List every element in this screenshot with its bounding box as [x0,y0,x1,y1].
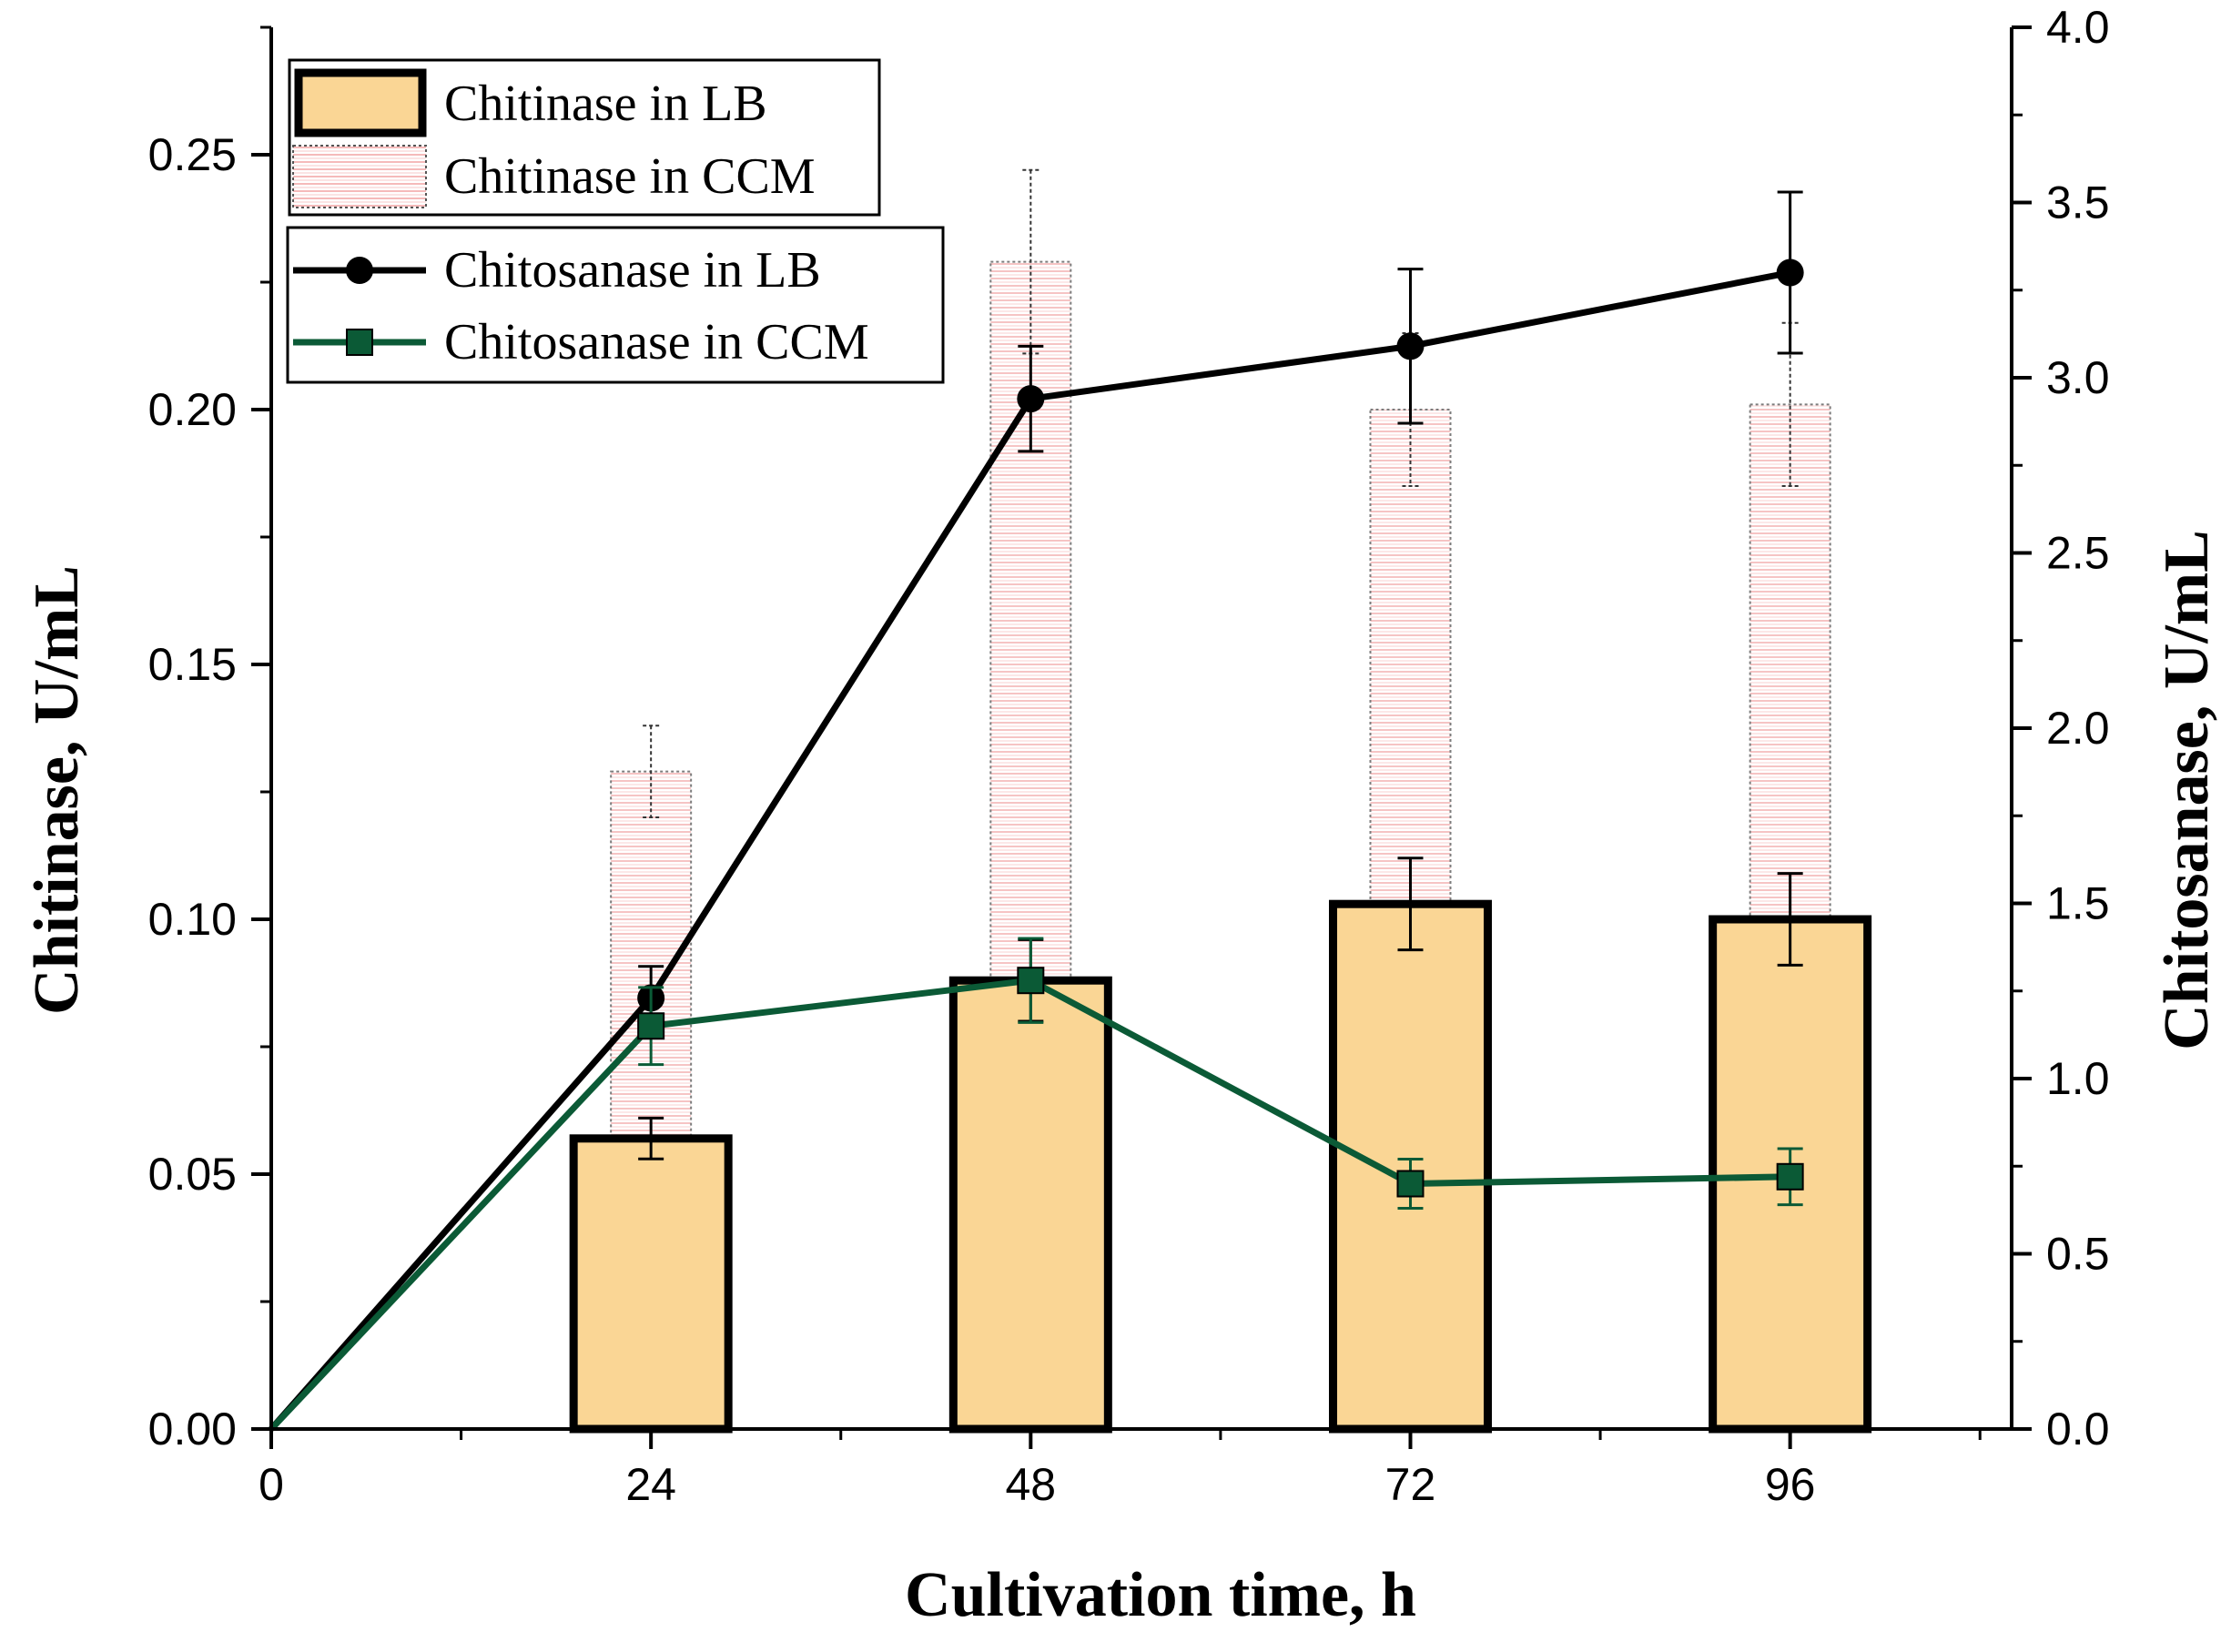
legend-label-chitosanase-lb: Chitosanase in LB [444,242,821,299]
y-left-tick-label: 0.10 [148,894,237,945]
y-right-tick-label: 2.0 [2046,703,2110,754]
y-left-tick-label: 0.20 [148,384,237,435]
x-axis-title: Cultivation time, h [905,1560,1416,1630]
lb-bar-24 [569,1134,733,1434]
legend-marker-chitosanase-ccm [346,329,373,356]
y-right-tick-label: 3.5 [2046,177,2110,228]
chitosanase-ccm-point-48 [1017,967,1045,995]
chitosanase-ccm-point-24 [637,1012,665,1040]
axes-group: 0 24 48 72 96 0.00 0.05 0.10 0.15 0.20 0.25 0.0 0.5 1… [148,2,2110,1510]
y-left-tick-label: 0.15 [148,639,237,690]
line-series-group [269,190,1804,1432]
x-tick-label: 0 [259,1459,284,1510]
legend-swatch-chitinase-lb [294,68,427,137]
y-right-tick-label: 1.5 [2046,878,2110,929]
y-right-tick-label: 0.0 [2046,1404,2110,1454]
lb-bar-group [569,856,1872,1434]
legend-box-lines [286,226,945,384]
legend-label-chitinase-lb: Chitinase in LB [444,76,767,132]
y-right-axis-title: Chitosanase, U/mL [2152,530,2222,1050]
legend-label-chitinase-ccm: Chitinase in CCM [444,148,816,205]
chitosanase-lb-point-96 [1776,258,1804,287]
legend-swatch-chitinase-ccm [292,145,427,208]
chitosanase-lb-point-48 [1017,385,1045,413]
x-tick-label: 48 [1006,1459,1057,1510]
y-right-tick-label: 2.5 [2046,528,2110,579]
legend-label-chitosanase-ccm: Chitosanase in CCM [444,314,869,370]
chitosanase-lb-point-72 [1396,332,1425,360]
y-left-axis-title: Chitinase, U/mL [22,565,92,1015]
y-left-tick-label: 0.05 [148,1149,237,1200]
x-tick-label: 96 [1765,1459,1816,1510]
y-left-tick-label: 0.00 [148,1404,237,1454]
y-right-tick-label: 0.5 [2046,1229,2110,1280]
y-left-tick-label: 0.25 [148,129,237,180]
lb-bar-48 [948,976,1112,1434]
legend: Chitinase in LB Chitinase in CCM Chitosana… [286,58,945,384]
x-tick-label: 72 [1385,1459,1436,1510]
legend-marker-chitosanase-lb [346,257,373,284]
y-right-tick-label: 1.0 [2046,1053,2110,1104]
x-tick-label: 24 [625,1459,676,1510]
y-right-tick-label: 4.0 [2046,2,2110,53]
chitosanase-ccm-point-72 [1396,1170,1425,1198]
y-right-tick-label: 3.0 [2046,352,2110,403]
chitosanase-ccm-point-96 [1776,1162,1804,1191]
